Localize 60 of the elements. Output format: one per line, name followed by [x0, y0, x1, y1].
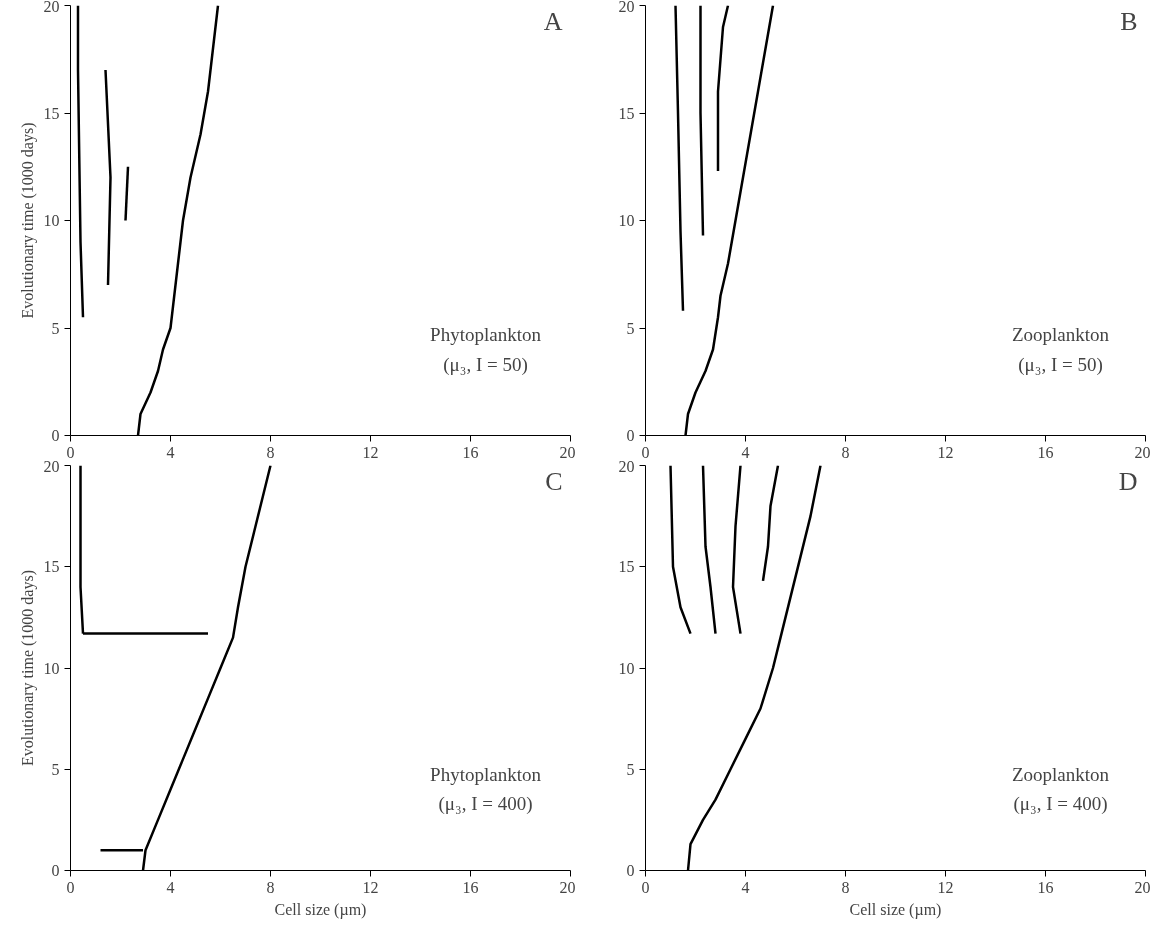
- annotation: Zooplankton: [1011, 764, 1110, 786]
- y-tick-label: 10: [43, 212, 60, 229]
- y-tick-label: 10: [618, 659, 635, 677]
- x-tick-label: 12: [937, 878, 954, 896]
- y-tick-label: 10: [43, 659, 60, 677]
- y-tick-label: 20: [43, 457, 60, 475]
- x-tick-label: 8: [266, 878, 275, 896]
- y-tick-label: 5: [626, 319, 635, 337]
- x-tick-label: 4: [741, 443, 750, 461]
- x-tick-label: 8: [841, 878, 850, 896]
- y-tick-label: 15: [43, 104, 60, 122]
- y-tick-label: 20: [618, 0, 635, 15]
- x-axis-title: Cell size (µm): [274, 900, 367, 919]
- y-tick-label: 5: [51, 760, 60, 778]
- x-tick-label: 12: [362, 878, 379, 896]
- y-tick-label: 5: [51, 319, 60, 337]
- x-tick-label: 0: [66, 443, 75, 461]
- x-tick-label: 20: [559, 443, 576, 461]
- y-tick-label: 5: [626, 760, 635, 778]
- x-tick-label: 0: [641, 878, 650, 896]
- x-tick-label: 20: [559, 878, 576, 896]
- y-tick-label: 20: [618, 457, 635, 475]
- y-tick-label: 0: [51, 427, 60, 444]
- x-tick-label: 20: [1134, 878, 1151, 896]
- x-tick-label: 16: [462, 443, 479, 461]
- y-tick-label: 15: [618, 558, 635, 576]
- x-tick-label: 4: [166, 878, 175, 896]
- annotation: D: [1118, 466, 1138, 496]
- x-tick-label: 4: [166, 443, 175, 461]
- annotation: (μ₃, I = 50): [443, 354, 528, 377]
- annotation: A: [543, 6, 563, 36]
- y-axis-title: Evolutionary time (1000 days): [18, 570, 37, 766]
- x-tick-label: 8: [841, 443, 850, 461]
- annotation: B: [1120, 6, 1138, 36]
- annotation: Zooplankton: [1011, 324, 1110, 346]
- y-tick-label: 0: [51, 862, 60, 879]
- y-tick-label: 15: [43, 558, 60, 576]
- y-tick-label: 10: [618, 212, 635, 229]
- annotation: (μ₃, I = 400): [1013, 792, 1108, 815]
- x-tick-label: 20: [1134, 443, 1151, 461]
- y-tick-label: 0: [626, 427, 635, 444]
- x-tick-label: 16: [1037, 878, 1054, 896]
- y-tick-label: 0: [626, 862, 635, 879]
- x-tick-label: 8: [266, 443, 275, 461]
- y-tick-label: 15: [618, 104, 635, 122]
- x-tick-label: 12: [937, 443, 954, 461]
- x-tick-label: 0: [641, 443, 650, 461]
- x-tick-label: 16: [1037, 443, 1054, 461]
- x-tick-label: 0: [66, 878, 75, 896]
- annotation: Phytoplankton: [430, 324, 542, 346]
- x-tick-label: 4: [741, 878, 750, 896]
- y-tick-label: 20: [43, 0, 60, 15]
- annotation: C: [545, 466, 563, 496]
- x-axis-title: Cell size (µm): [849, 900, 942, 919]
- annotation: Phytoplankton: [430, 764, 542, 786]
- y-axis-title: Evolutionary time (1000 days): [18, 122, 37, 319]
- annotation: (μ₃, I = 400): [438, 792, 533, 815]
- annotation: (μ₃, I = 50): [1018, 354, 1103, 377]
- x-tick-label: 16: [462, 878, 479, 896]
- x-tick-label: 12: [362, 443, 379, 461]
